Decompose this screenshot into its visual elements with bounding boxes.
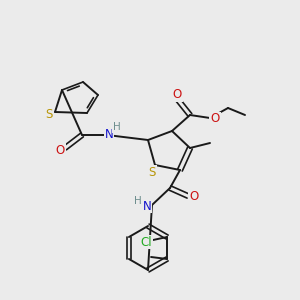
Text: H: H <box>113 122 121 132</box>
Text: S: S <box>148 166 156 178</box>
Text: N: N <box>105 128 113 140</box>
Text: O: O <box>172 88 182 101</box>
Text: O: O <box>210 112 220 125</box>
Text: S: S <box>45 107 53 121</box>
Text: N: N <box>142 200 152 212</box>
Text: O: O <box>189 190 199 203</box>
Text: O: O <box>56 143 64 157</box>
Text: Cl: Cl <box>140 236 152 248</box>
Text: H: H <box>134 196 142 206</box>
